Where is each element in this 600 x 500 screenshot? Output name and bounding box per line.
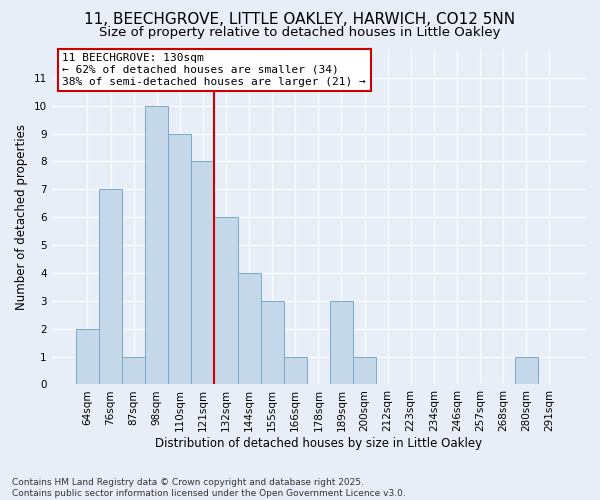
Bar xyxy=(214,217,238,384)
Bar xyxy=(168,134,191,384)
Bar xyxy=(145,106,168,384)
Bar xyxy=(76,328,99,384)
Bar xyxy=(122,356,145,384)
Bar xyxy=(260,301,284,384)
Bar xyxy=(330,301,353,384)
Text: 11, BEECHGROVE, LITTLE OAKLEY, HARWICH, CO12 5NN: 11, BEECHGROVE, LITTLE OAKLEY, HARWICH, … xyxy=(85,12,515,28)
X-axis label: Distribution of detached houses by size in Little Oakley: Distribution of detached houses by size … xyxy=(155,437,482,450)
Text: 11 BEECHGROVE: 130sqm
← 62% of detached houses are smaller (34)
38% of semi-deta: 11 BEECHGROVE: 130sqm ← 62% of detached … xyxy=(62,54,366,86)
Bar xyxy=(191,162,214,384)
Bar xyxy=(353,356,376,384)
Bar xyxy=(238,273,260,384)
Bar xyxy=(284,356,307,384)
Text: Size of property relative to detached houses in Little Oakley: Size of property relative to detached ho… xyxy=(99,26,501,39)
Bar xyxy=(515,356,538,384)
Y-axis label: Number of detached properties: Number of detached properties xyxy=(15,124,28,310)
Text: Contains HM Land Registry data © Crown copyright and database right 2025.
Contai: Contains HM Land Registry data © Crown c… xyxy=(12,478,406,498)
Bar xyxy=(99,190,122,384)
